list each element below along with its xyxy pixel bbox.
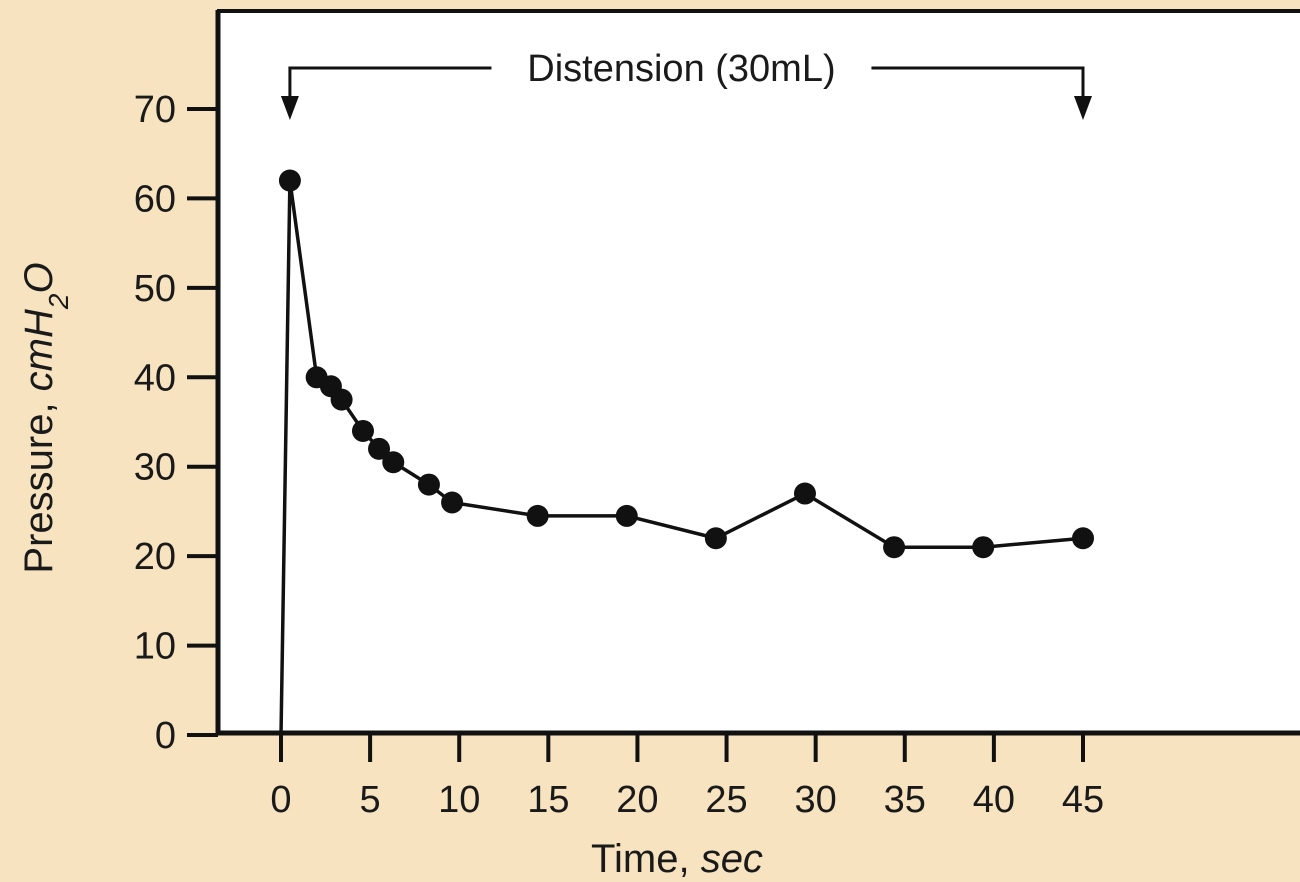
x-tick-label: 40 bbox=[973, 779, 1015, 821]
annotation-left-arrow bbox=[280, 96, 299, 120]
x-tick-label: 45 bbox=[1062, 779, 1104, 821]
y-axis-title: Pressure, cmH2O bbox=[17, 262, 74, 573]
data-point bbox=[382, 451, 405, 474]
annotation-right-bracket bbox=[871, 66, 1085, 102]
x-axis-title: Time, sec bbox=[591, 837, 763, 881]
y-tick-label: 40 bbox=[134, 357, 176, 399]
y-tick-label: 20 bbox=[134, 536, 176, 578]
data-point bbox=[615, 504, 638, 527]
data-point bbox=[330, 388, 353, 411]
annotation-right-arrow bbox=[1074, 96, 1092, 120]
data-point bbox=[526, 504, 549, 527]
x-tick-label: 5 bbox=[360, 779, 381, 821]
data-point bbox=[351, 419, 374, 442]
y-ticks: 0 10 20 30 40 50 60 70 bbox=[134, 89, 218, 757]
y-tick-label: 50 bbox=[134, 268, 176, 310]
data-point bbox=[278, 169, 301, 192]
data-point bbox=[883, 536, 906, 559]
data-point bbox=[441, 491, 464, 514]
y-tick-label: 70 bbox=[134, 89, 176, 131]
x-tick-label: 10 bbox=[438, 779, 480, 821]
series-group bbox=[278, 169, 1094, 736]
plot-area bbox=[217, 10, 1300, 734]
data-point bbox=[1072, 527, 1094, 550]
y-tick-label: 0 bbox=[155, 715, 176, 757]
distension-annotation: Distension (30mL) bbox=[280, 48, 1092, 120]
data-point bbox=[793, 482, 816, 505]
data-point bbox=[368, 437, 391, 460]
annotation-left-bracket bbox=[288, 66, 492, 102]
annotation-label: Distension (30mL) bbox=[527, 48, 835, 90]
data-point bbox=[704, 527, 727, 550]
x-tick-label: 15 bbox=[527, 779, 569, 821]
y-tick-label: 30 bbox=[134, 447, 176, 489]
data-point bbox=[417, 473, 440, 496]
x-tick-label: 25 bbox=[705, 779, 747, 821]
x-tick-label: 0 bbox=[270, 779, 291, 821]
x-tick-label: 35 bbox=[884, 779, 926, 821]
data-point bbox=[972, 536, 995, 559]
x-ticks: 0 5 10 15 20 25 30 35 40 45 bbox=[270, 733, 1104, 821]
x-tick-label: 20 bbox=[616, 779, 658, 821]
y-tick-label: 10 bbox=[134, 626, 176, 668]
x-tick-label: 30 bbox=[795, 779, 837, 821]
y-tick-label: 60 bbox=[134, 178, 176, 220]
